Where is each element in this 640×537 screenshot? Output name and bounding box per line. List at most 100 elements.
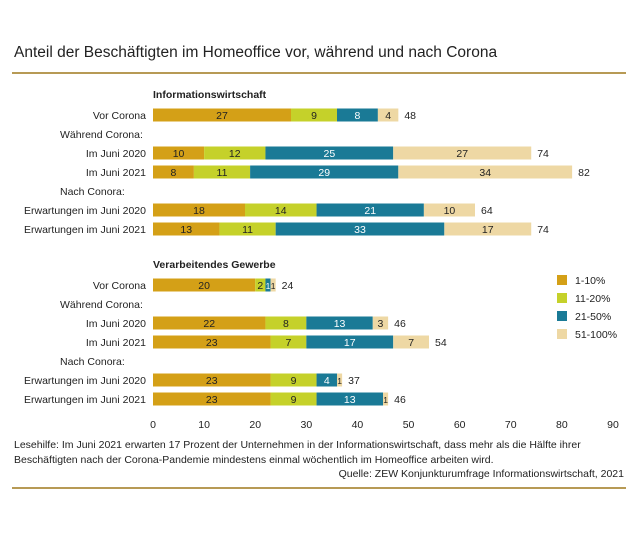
x-tick-label: 90 bbox=[607, 419, 619, 431]
row-heading: Nach Conora: bbox=[60, 356, 125, 368]
bar-segment bbox=[255, 278, 266, 292]
total-label: 74 bbox=[537, 224, 549, 236]
bar-segment bbox=[270, 392, 317, 406]
category-label: Erwartungen im Juni 2020 bbox=[24, 205, 146, 217]
data-label: 10 bbox=[173, 148, 185, 160]
bar-segment bbox=[316, 373, 337, 387]
data-label: 22 bbox=[203, 318, 215, 330]
category-label: Im Juni 2020 bbox=[86, 148, 146, 160]
data-label: 9 bbox=[291, 375, 297, 387]
data-label: 1 bbox=[271, 281, 276, 291]
category-label: Im Juni 2020 bbox=[86, 318, 146, 330]
bar-segment bbox=[153, 335, 271, 349]
data-label: 2 bbox=[257, 280, 263, 292]
bar-segment bbox=[153, 373, 271, 387]
top-divider bbox=[12, 72, 626, 74]
data-label: 1 bbox=[337, 376, 342, 386]
data-label: 13 bbox=[344, 394, 356, 406]
legend-label: 21-50% bbox=[575, 311, 611, 323]
group-title: Informationswirtschaft bbox=[153, 89, 267, 101]
category-label: Vor Corona bbox=[93, 280, 146, 292]
data-label: 13 bbox=[180, 224, 192, 236]
data-label: 13 bbox=[334, 318, 346, 330]
bar-segment bbox=[383, 392, 389, 406]
data-label: 29 bbox=[318, 167, 330, 179]
data-label: 8 bbox=[283, 318, 289, 330]
data-label: 8 bbox=[171, 167, 177, 179]
data-label: 18 bbox=[193, 205, 205, 217]
total-label: 74 bbox=[537, 148, 549, 160]
data-label: 11 bbox=[217, 167, 228, 179]
category-label: Im Juni 2021 bbox=[86, 167, 146, 179]
bar-segment bbox=[270, 335, 307, 349]
legend-label: 11-20% bbox=[575, 293, 610, 305]
data-label: 4 bbox=[385, 110, 391, 122]
bar-segment bbox=[398, 165, 573, 179]
bar-segment bbox=[265, 278, 271, 292]
data-label: 27 bbox=[216, 110, 228, 122]
x-tick-label: 50 bbox=[403, 419, 415, 431]
data-label: 11 bbox=[242, 224, 253, 236]
bar-segment bbox=[153, 392, 271, 406]
x-tick-label: 40 bbox=[352, 419, 364, 431]
bar-segment bbox=[316, 392, 383, 406]
bar-segment bbox=[270, 278, 276, 292]
bar-segment bbox=[153, 165, 194, 179]
data-label: 25 bbox=[323, 148, 335, 160]
bar-segment bbox=[306, 316, 373, 330]
data-label: 1 bbox=[383, 395, 388, 405]
bar-segment bbox=[393, 335, 429, 349]
total-label: 24 bbox=[282, 280, 294, 292]
data-label: 4 bbox=[324, 375, 330, 387]
bar-segment bbox=[153, 278, 256, 292]
data-label: 7 bbox=[286, 337, 292, 349]
data-label: 10 bbox=[444, 205, 456, 217]
reading-note: Lesehilfe: Im Juni 2021 erwarten 17 Proz… bbox=[14, 439, 581, 466]
x-tick-label: 0 bbox=[150, 419, 156, 431]
data-label: 8 bbox=[355, 110, 361, 122]
bar-segment bbox=[306, 335, 394, 349]
category-label: Erwartungen im Juni 2021 bbox=[24, 224, 146, 236]
data-label: 3 bbox=[378, 318, 384, 330]
bar-segment bbox=[153, 316, 266, 330]
bar-segment bbox=[270, 373, 317, 387]
data-label: 1 bbox=[266, 281, 271, 291]
category-label: Erwartungen im Juni 2020 bbox=[24, 375, 146, 387]
chart-title: Anteil der Beschäftigten im Homeoffice v… bbox=[14, 44, 498, 61]
bar-segment bbox=[393, 146, 532, 160]
data-label: 9 bbox=[311, 110, 317, 122]
bar-segment bbox=[316, 203, 424, 217]
total-label: 37 bbox=[348, 375, 360, 387]
bottom-divider bbox=[12, 487, 626, 489]
x-tick-label: 20 bbox=[249, 419, 261, 431]
bar-segment bbox=[219, 222, 276, 236]
data-label: 27 bbox=[456, 148, 468, 160]
group-title: Verarbeitendes Gewerbe bbox=[153, 259, 276, 271]
category-label: Erwartungen im Juni 2021 bbox=[24, 394, 146, 406]
bar-segment bbox=[250, 165, 399, 179]
bar-segment bbox=[265, 316, 307, 330]
legend-swatch bbox=[557, 311, 567, 321]
legend-label: 51-100% bbox=[575, 329, 617, 341]
data-label: 23 bbox=[206, 375, 218, 387]
legend-swatch bbox=[557, 275, 567, 285]
bar-segment bbox=[153, 146, 205, 160]
x-tick-label: 10 bbox=[198, 419, 210, 431]
data-label: 23 bbox=[206, 337, 218, 349]
data-label: 9 bbox=[291, 394, 297, 406]
total-label: 48 bbox=[404, 110, 416, 122]
x-tick-label: 70 bbox=[505, 419, 517, 431]
bar-segment bbox=[204, 146, 266, 160]
bar-segment bbox=[275, 222, 445, 236]
data-label: 12 bbox=[229, 148, 241, 160]
bar-segment bbox=[153, 108, 291, 122]
legend-swatch bbox=[557, 329, 567, 339]
x-tick-label: 30 bbox=[300, 419, 312, 431]
total-label: 54 bbox=[435, 337, 447, 349]
data-label: 20 bbox=[198, 280, 210, 292]
category-label: Im Juni 2021 bbox=[86, 337, 146, 349]
total-label: 46 bbox=[394, 394, 406, 406]
bar-segment bbox=[423, 203, 475, 217]
